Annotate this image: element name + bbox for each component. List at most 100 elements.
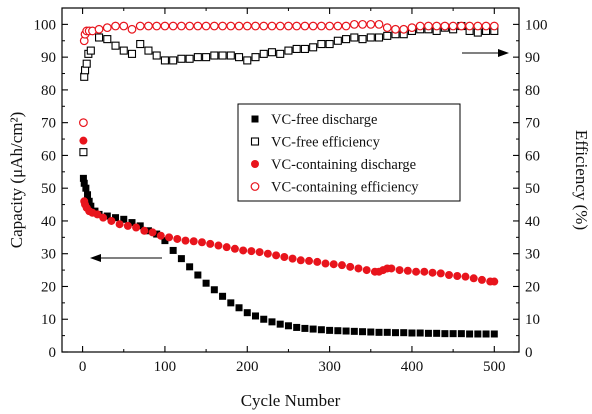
x-axis-title: Cycle Number (241, 391, 341, 410)
data-point (482, 330, 490, 338)
data-point (341, 21, 351, 31)
data-point (218, 51, 227, 60)
data-point (193, 21, 203, 31)
data-point (81, 66, 90, 75)
data-point (82, 59, 91, 68)
data-point (292, 44, 301, 54)
data-point (135, 21, 145, 31)
data-point (168, 21, 178, 31)
data-point (136, 39, 145, 49)
data-point (94, 24, 104, 34)
data-point (103, 35, 112, 44)
data-point (366, 19, 376, 29)
arrow-right-head (498, 49, 509, 57)
data-point (132, 223, 141, 232)
data-point (490, 277, 499, 286)
data-point (144, 21, 153, 31)
data-point (194, 271, 202, 279)
data-point (407, 23, 417, 33)
data-point (252, 312, 260, 320)
data-point (433, 329, 441, 337)
data-point (128, 219, 136, 227)
data-point (461, 272, 470, 281)
data-point (395, 266, 404, 275)
data-point (301, 324, 309, 332)
data-point (420, 267, 429, 276)
data-point (160, 21, 170, 31)
y-left-tick-label: 70 (41, 116, 56, 132)
data-point (481, 21, 491, 31)
data-point (102, 23, 112, 33)
legend: VC-free discharge VC-free efficiency VC-co… (237, 103, 461, 202)
data-point (176, 21, 186, 31)
legend-marker (251, 115, 259, 123)
data-point (156, 231, 165, 240)
data-point (428, 268, 437, 277)
data-point (165, 233, 174, 242)
data-point (466, 330, 474, 338)
data-point (148, 228, 157, 237)
data-point (87, 202, 95, 210)
data-point (209, 21, 219, 31)
data-point (275, 21, 285, 31)
data-point (136, 222, 144, 230)
data-point (276, 49, 285, 58)
data-point (79, 136, 88, 145)
y-right-tick-label: 30 (525, 247, 540, 263)
y-left-tick-label: 20 (41, 279, 56, 295)
data-point (489, 21, 499, 31)
data-point (247, 247, 256, 256)
data-point (453, 271, 462, 280)
data-point (86, 46, 95, 55)
data-point (111, 41, 120, 50)
data-point (251, 53, 260, 62)
data-point (79, 118, 88, 128)
data-point (235, 304, 243, 312)
data-point (284, 46, 293, 55)
data-point (436, 269, 445, 278)
legend-label: VC-free efficiency (271, 135, 381, 151)
data-point (226, 51, 235, 60)
data-point (326, 326, 334, 334)
data-point (284, 322, 292, 330)
data-point (263, 249, 272, 258)
data-point (358, 35, 367, 44)
data-point (346, 262, 355, 271)
legend-label: VC-containing discharge (271, 157, 416, 173)
y-right-tick-label: 50 (525, 181, 540, 197)
x-tick-label: 300 (318, 359, 341, 375)
data-point (115, 220, 124, 229)
data-point (333, 36, 342, 45)
data-point (185, 54, 194, 63)
data-point (374, 19, 384, 29)
chart-marks (79, 19, 499, 338)
data-point (123, 221, 132, 230)
data-point (267, 48, 277, 57)
y-left-tick-label: 80 (41, 83, 56, 99)
data-point (259, 21, 269, 31)
y-right-tick-label: 80 (525, 83, 540, 99)
legend-marker (250, 182, 260, 191)
data-point (317, 326, 325, 334)
series-vc-free-discharge (79, 174, 498, 338)
data-point (193, 53, 202, 62)
y-right-tick-label: 90 (525, 50, 540, 66)
data-point (99, 213, 108, 222)
data-point (313, 257, 322, 266)
data-point (161, 237, 169, 245)
data-point (186, 263, 194, 271)
data-point (173, 234, 182, 243)
legend-entry: VC-free efficiency (250, 135, 381, 151)
data-point (424, 329, 432, 337)
y-right-tick-label: 0 (525, 345, 533, 361)
data-point (152, 21, 162, 31)
data-point (243, 56, 252, 65)
y-axis-left-title: Capacity (μAh/cm²) (7, 112, 26, 248)
y-left-tick-label: 40 (41, 214, 56, 230)
legend-label: VC-free discharge (271, 112, 377, 128)
data-point (127, 49, 137, 58)
data-point (239, 246, 248, 255)
series-vc-containing-discharge (79, 136, 499, 286)
legend-label: VC-containing efficiency (271, 180, 419, 196)
data-point (399, 24, 409, 34)
